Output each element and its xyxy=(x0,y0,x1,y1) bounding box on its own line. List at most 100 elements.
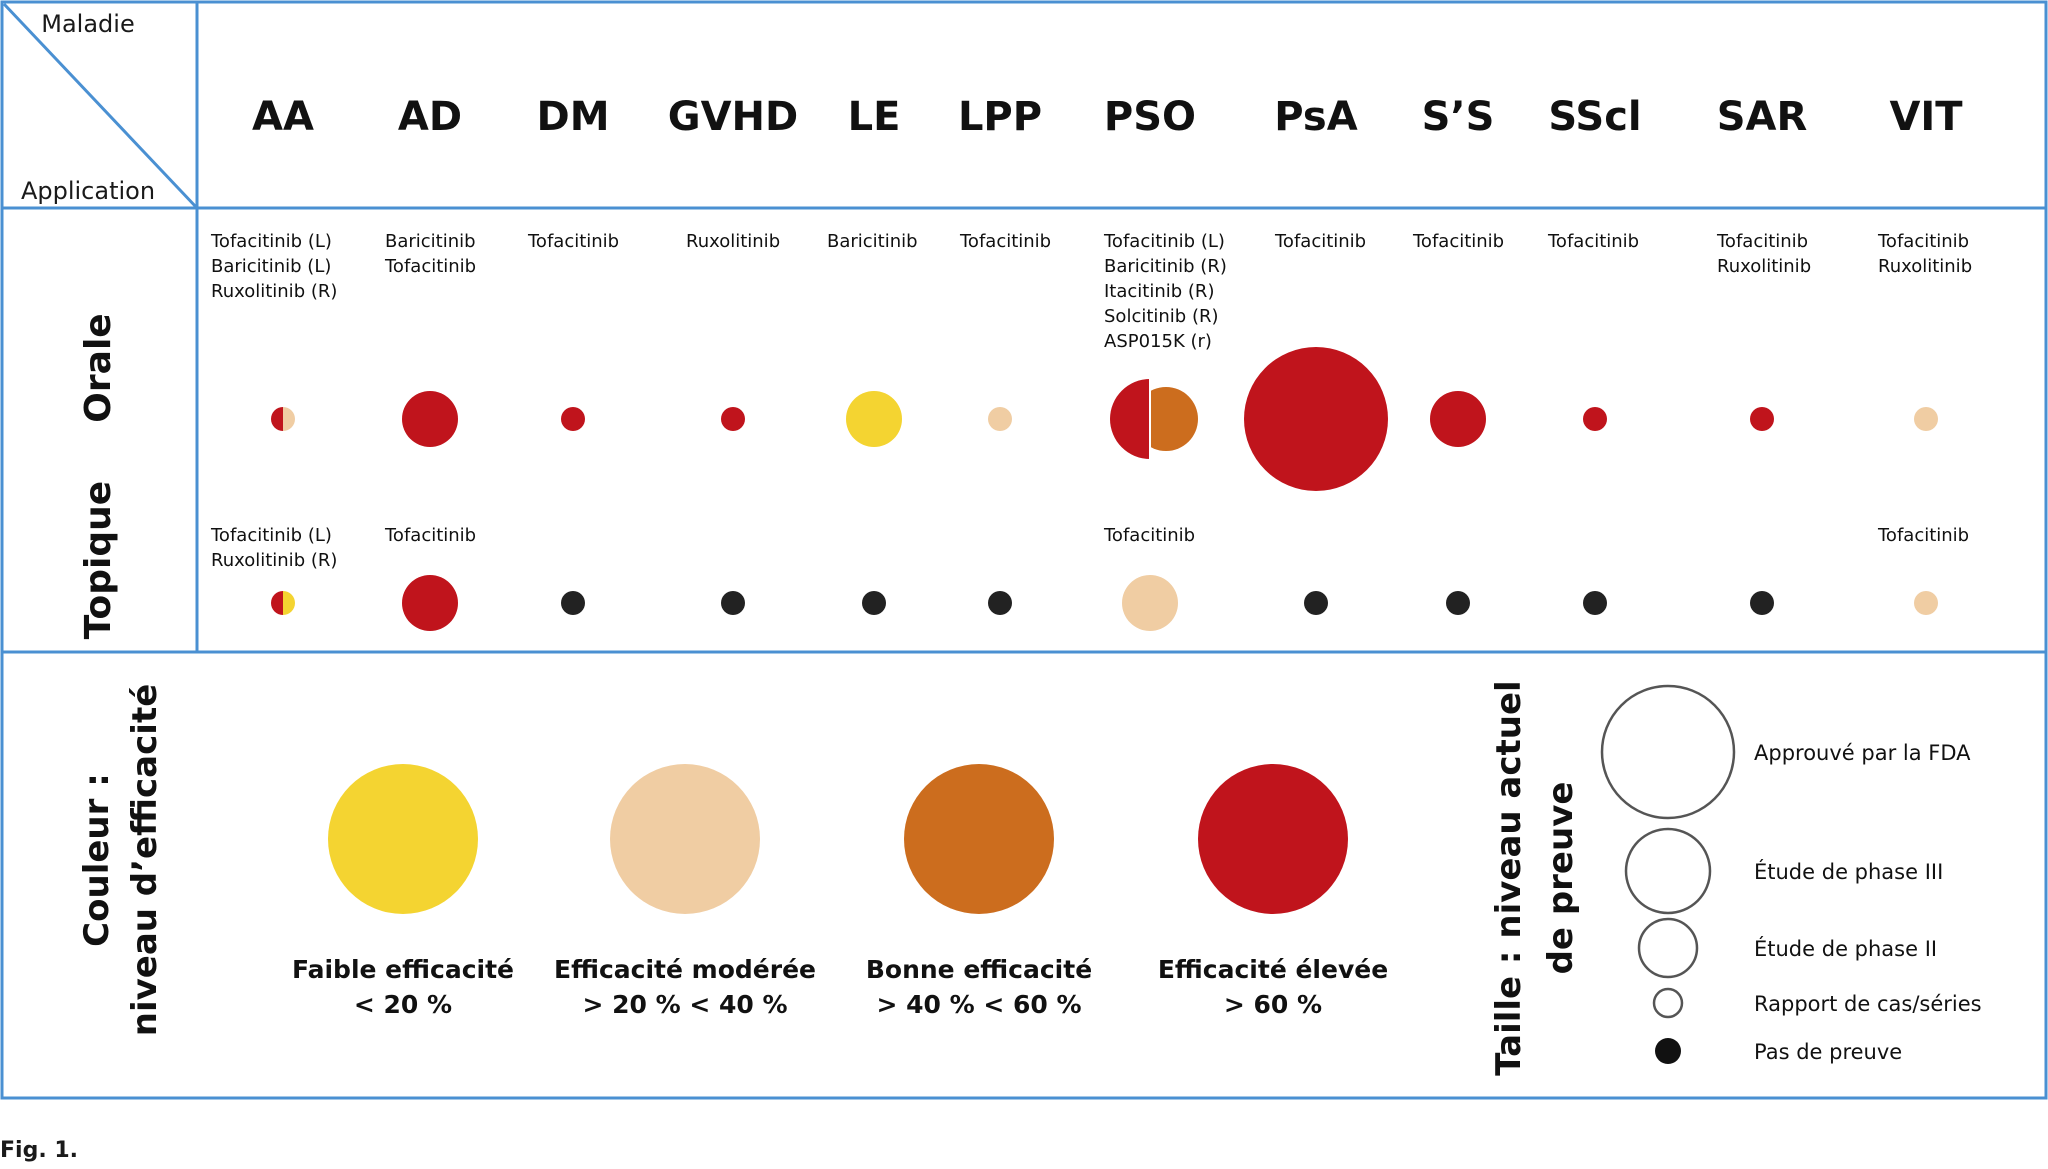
marker-circle xyxy=(402,575,458,631)
marker-none xyxy=(721,591,745,615)
marker-circle xyxy=(1244,347,1388,491)
drug-name: Tofacitinib xyxy=(528,231,620,252)
color-legend-title-line2: niveau d’efficacité xyxy=(125,684,165,1037)
drug-list: Tofacitinib xyxy=(960,229,1051,254)
marker-case xyxy=(1583,407,1607,431)
marker-circle xyxy=(1914,591,1938,615)
disease-header: LE xyxy=(848,94,901,140)
drug-name: Itacitinib (R) xyxy=(1104,281,1215,302)
marker-circle xyxy=(988,407,1012,431)
marker-phase2 xyxy=(402,575,458,631)
figure-caption: Fig. 1. xyxy=(0,1138,78,1163)
marker-case xyxy=(271,407,295,431)
disease-header: S’S xyxy=(1422,94,1495,140)
drug-name: Baricitinib (L) xyxy=(211,256,332,277)
marker-circle xyxy=(1914,407,1938,431)
marker-primary xyxy=(1110,379,1150,459)
disease-header: PsA xyxy=(1274,94,1357,140)
marker-phase3 xyxy=(1110,379,1198,459)
marker-case xyxy=(988,407,1012,431)
marker-case xyxy=(271,591,295,615)
evidence-markers xyxy=(271,347,1938,631)
drug-name: Tofacitinib xyxy=(1878,525,1970,546)
marker-phase2 xyxy=(402,391,458,447)
drug-list: Tofacitinib xyxy=(1878,523,1969,548)
drug-name: Ruxolitinib xyxy=(1878,256,1973,277)
drug-list: Tofacitinib xyxy=(528,229,619,254)
drug-name: Tofacitinib xyxy=(1275,231,1367,252)
corner-application-label: Application xyxy=(21,177,155,205)
marker-none xyxy=(862,591,886,615)
marker-circle xyxy=(1750,591,1774,615)
size-legend: Approuvé par la FDA Étude de phase III Étu… xyxy=(1600,684,1982,1064)
drug-name: ASP015K (r) xyxy=(1104,331,1212,352)
drug-name: Ruxolitinib xyxy=(1717,256,1812,277)
size-legend-swatch-phase3 xyxy=(1624,827,1712,915)
drug-list: Tofacitinib Ruxolitinib xyxy=(1878,229,1972,279)
row-label-orale: Orale xyxy=(78,313,119,422)
drug-name: Tofacitinib xyxy=(960,231,1052,252)
drug-list: Tofacitinib xyxy=(1104,523,1195,548)
marker-none xyxy=(1304,591,1328,615)
marker-none xyxy=(988,591,1012,615)
drug-list: Tofacitinib Ruxolitinib xyxy=(1717,229,1811,279)
color-legend-swatch-low xyxy=(328,764,478,914)
marker-none xyxy=(1750,591,1774,615)
size-legend-label: Approuvé par la FDA xyxy=(1754,741,1971,765)
marker-circle xyxy=(721,407,745,431)
marker-case xyxy=(1914,407,1938,431)
size-legend-swatch-case xyxy=(1652,987,1684,1019)
marker-circle xyxy=(721,591,745,615)
marker-case xyxy=(1750,407,1774,431)
drug-list: Tofacitinib xyxy=(1548,229,1639,254)
marker-half-right xyxy=(283,591,295,615)
color-legend-label: Bonne efficacité xyxy=(866,955,1092,984)
color-legend-label: Efficacité élevée xyxy=(1158,955,1388,984)
drug-list: Tofacitinib xyxy=(1275,229,1366,254)
drug-name: Ruxolitinib (R) xyxy=(211,281,338,302)
color-legend-label: Faible efficacité xyxy=(292,955,514,984)
color-legend-range: > 60 % xyxy=(1224,990,1322,1019)
marker-circle xyxy=(1122,575,1178,631)
drug-name: Tofacitinib xyxy=(1878,231,1970,252)
marker-phase2 xyxy=(846,391,902,447)
drug-list: Tofacitinib (L) Baricitinib (R) Itacitinib… xyxy=(1104,229,1227,354)
color-legend-swatch-moderate xyxy=(610,764,760,914)
size-legend-label: Pas de preuve xyxy=(1754,1040,1902,1064)
drug-name: Tofacitinib xyxy=(1413,231,1505,252)
color-legend-title-line1: Couleur : xyxy=(77,773,117,947)
marker-circle xyxy=(561,407,585,431)
marker-circle xyxy=(1750,407,1774,431)
color-legend-range: < 20 % xyxy=(354,990,452,1019)
drug-list: Baricitinib Tofacitinib xyxy=(385,229,476,279)
disease-header: AA xyxy=(252,94,314,140)
marker-none xyxy=(1446,591,1470,615)
drug-list: Tofacitinib xyxy=(385,523,476,548)
marker-circle xyxy=(846,391,902,447)
size-legend-swatch-phase2 xyxy=(1637,917,1699,979)
color-legend-swatch-high xyxy=(1198,764,1348,914)
disease-header: VIT xyxy=(1889,94,1963,140)
marker-circle xyxy=(1446,591,1470,615)
disease-header: DM xyxy=(536,94,609,140)
drug-list: Ruxolitinib xyxy=(686,229,780,254)
marker-case xyxy=(721,407,745,431)
size-legend-label: Rapport de cas/séries xyxy=(1754,992,1982,1016)
color-legend-range: > 20 % < 40 % xyxy=(582,990,787,1019)
drug-name: Tofacitinib xyxy=(1717,231,1809,252)
marker-none xyxy=(1583,591,1607,615)
drug-name: Solcitinib (R) xyxy=(1104,306,1219,327)
drug-list: Tofacitinib (L) Ruxolitinib (R) xyxy=(211,523,337,573)
drug-name: Tofacitinib (L) xyxy=(1104,231,1225,252)
drug-name: Tofacitinib xyxy=(385,256,477,277)
drug-list: Baricitinib xyxy=(827,229,918,254)
marker-phase2 xyxy=(1122,575,1178,631)
drug-name: Baricitinib xyxy=(827,231,918,252)
drug-name: Tofacitinib (L) xyxy=(211,231,332,252)
drug-name: Tofacitinib xyxy=(1548,231,1640,252)
drug-name: Tofacitinib xyxy=(385,525,477,546)
drug-name: Tofacitinib (L) xyxy=(211,525,332,546)
drug-name: Ruxolitinib (R) xyxy=(211,550,338,571)
disease-header: PSO xyxy=(1104,94,1196,140)
outer-frame xyxy=(0,0,2048,1100)
